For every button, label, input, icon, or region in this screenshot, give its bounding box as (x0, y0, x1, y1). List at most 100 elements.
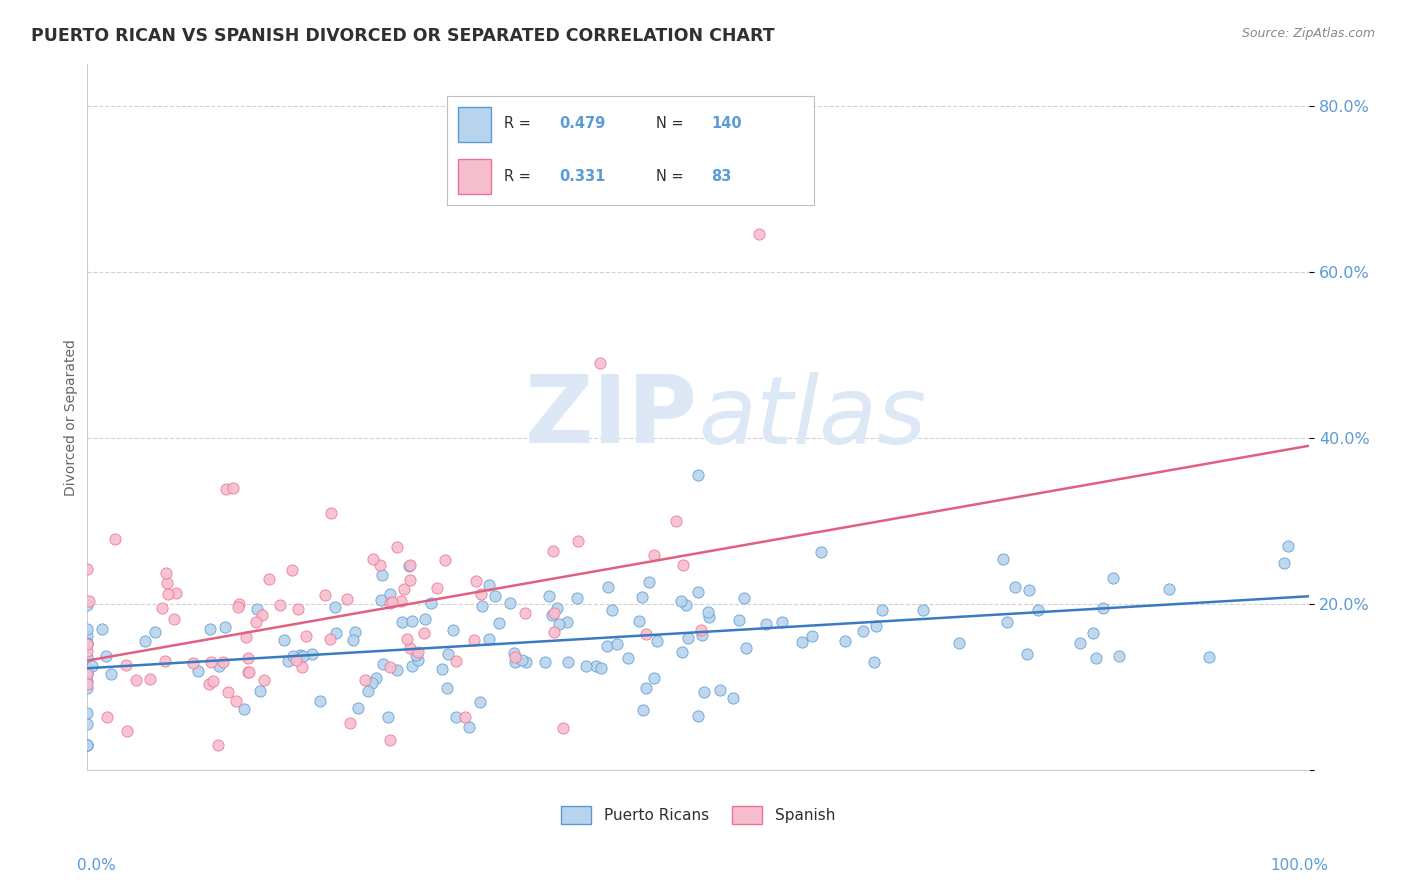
Point (499, 596, 522, 610)
Point (755, 616, 778, 631)
Point (134, 633, 156, 648)
Point (543, 606, 565, 620)
Point (643, 671, 665, 685)
Point (631, 590, 654, 604)
Point (1108, 648, 1130, 663)
Point (325, 626, 347, 640)
Point (76, 649, 98, 664)
Point (538, 589, 561, 603)
Point (361, 676, 384, 690)
Point (675, 598, 697, 612)
Point (198, 623, 221, 637)
Point (200, 655, 222, 669)
Point (676, 632, 699, 646)
Point (727, 613, 749, 627)
Point (235, 630, 257, 644)
Point (361, 552, 384, 566)
Point (444, 710, 467, 724)
Point (236, 651, 259, 665)
Point (413, 612, 436, 626)
Point (76, 622, 98, 636)
Point (617, 651, 640, 665)
Point (155, 576, 177, 591)
Point (155, 566, 177, 581)
Point (253, 673, 276, 688)
Point (567, 534, 589, 549)
Point (378, 596, 401, 610)
Point (665, 514, 688, 528)
Point (238, 665, 260, 679)
Point (1272, 556, 1295, 570)
Point (233, 701, 256, 715)
Point (453, 710, 475, 724)
Point (686, 709, 709, 723)
Point (697, 605, 720, 619)
Point (238, 665, 260, 680)
Text: ZIP: ZIP (524, 371, 697, 463)
Point (378, 660, 401, 674)
Text: Source: ZipAtlas.com: Source: ZipAtlas.com (1241, 27, 1375, 40)
Point (77, 594, 100, 608)
Point (669, 594, 692, 608)
Point (548, 616, 571, 631)
Point (291, 659, 314, 673)
Point (394, 582, 416, 597)
Point (96, 709, 118, 723)
Point (470, 587, 492, 601)
Point (153, 654, 176, 668)
Point (733, 591, 755, 605)
Point (187, 664, 209, 678)
Point (420, 596, 443, 610)
Point (1101, 571, 1123, 585)
Point (948, 636, 970, 650)
Point (380, 586, 402, 600)
Point (488, 616, 510, 631)
Point (343, 624, 366, 639)
Point (76, 739, 98, 753)
Point (801, 630, 824, 644)
Point (543, 624, 565, 639)
Point (464, 574, 486, 588)
Point (378, 733, 401, 747)
Point (444, 655, 467, 669)
Point (228, 598, 250, 612)
Point (399, 640, 422, 655)
Point (335, 592, 357, 607)
Point (76, 739, 98, 753)
Point (280, 563, 302, 577)
Point (543, 543, 565, 558)
Point (76, 667, 98, 681)
Point (245, 615, 267, 629)
Point (215, 483, 238, 497)
Point (995, 615, 1018, 629)
Point (273, 633, 295, 648)
Point (721, 691, 744, 706)
Point (458, 720, 481, 734)
Point (287, 602, 309, 616)
Point (207, 658, 229, 673)
Point (76, 635, 98, 649)
Point (477, 577, 499, 591)
Point (810, 545, 832, 559)
Point (277, 654, 299, 668)
Point (405, 648, 427, 662)
Point (212, 655, 235, 669)
Point (862, 655, 884, 669)
Point (672, 558, 695, 572)
Point (1198, 650, 1220, 665)
Point (373, 657, 395, 672)
Point (381, 595, 404, 609)
Point (76, 665, 98, 680)
Point (292, 648, 315, 663)
Point (201, 673, 224, 688)
Point (540, 608, 562, 623)
Point (181, 656, 204, 670)
Point (503, 655, 526, 669)
Point (76, 629, 98, 643)
Point (585, 659, 607, 673)
Point (225, 694, 247, 708)
Point (401, 659, 423, 673)
Point (143, 625, 166, 640)
Point (398, 558, 420, 572)
Point (76, 706, 98, 720)
